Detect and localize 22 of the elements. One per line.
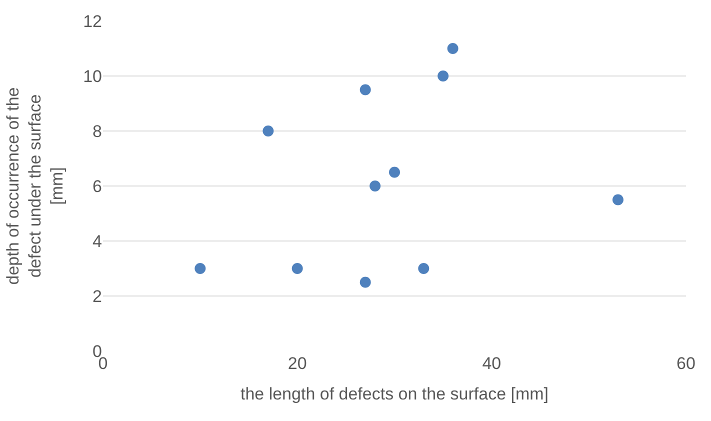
- point: [292, 263, 303, 274]
- y-tick-label: 12: [83, 12, 102, 31]
- point: [612, 194, 624, 206]
- point: [360, 84, 371, 96]
- point: [194, 263, 206, 274]
- point: [360, 276, 371, 288]
- x-axis-title: the length of defects on the surface [mm]: [240, 384, 549, 404]
- x-tick-label: 20: [288, 354, 307, 373]
- y-tick-label: 10: [83, 66, 102, 86]
- point: [438, 70, 449, 82]
- point: [447, 43, 458, 54]
- y-axis-title: depth of occurrence of the defect under the surface [mm]: [3, 87, 67, 285]
- y-tick-label: 4: [92, 232, 102, 251]
- y-tick-label: 6: [92, 176, 102, 196]
- y-tick-label: 2: [92, 286, 102, 306]
- point: [262, 126, 274, 136]
- x-tick-label: 40: [482, 354, 502, 373]
- y-tick-label: 8: [92, 122, 102, 141]
- point: [418, 263, 430, 274]
- point: [370, 180, 381, 192]
- x-tick-label: 60: [676, 354, 696, 373]
- point: [389, 166, 400, 178]
